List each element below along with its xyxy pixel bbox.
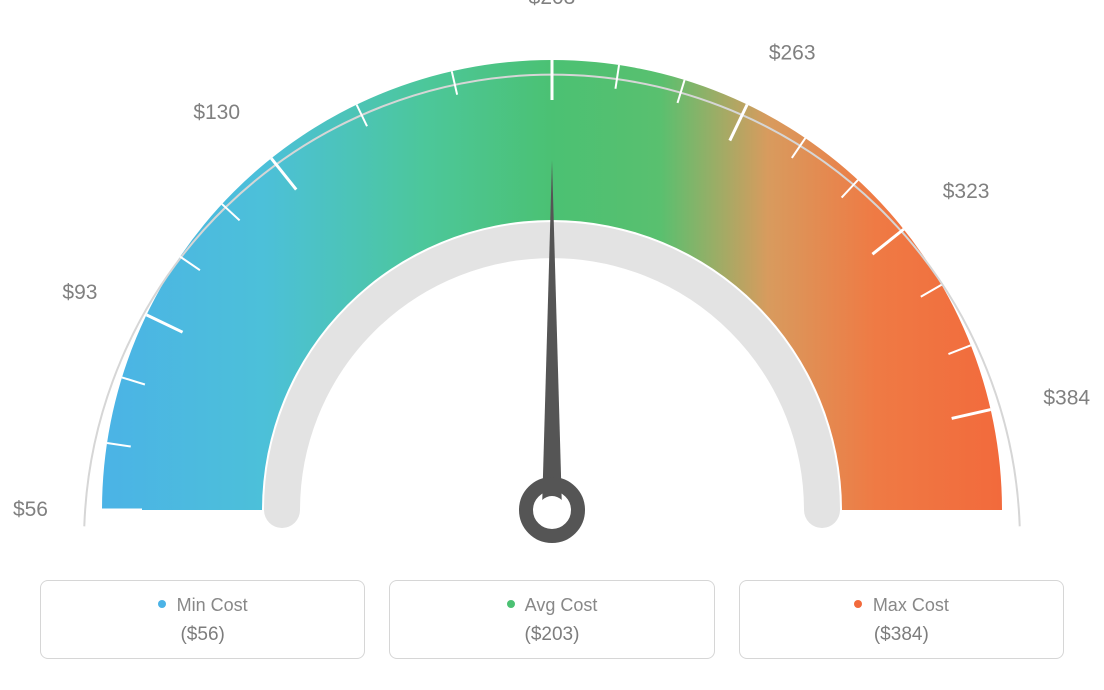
legend: Min Cost ($56) Avg Cost ($203) Max Cost …: [0, 580, 1104, 659]
legend-box-min: Min Cost ($56): [40, 580, 365, 659]
legend-title-avg: Avg Cost: [390, 595, 713, 616]
svg-text:$93: $93: [62, 281, 97, 304]
svg-text:$56: $56: [13, 498, 48, 521]
legend-label-max: Max Cost: [873, 595, 949, 615]
legend-value-avg: ($203): [390, 624, 713, 646]
svg-text:$263: $263: [769, 41, 816, 64]
gauge-svg: $56 $93 $130 $203 $263 $323 $384: [0, 0, 1104, 560]
legend-box-avg: Avg Cost ($203): [389, 580, 714, 659]
svg-text:$203: $203: [529, 0, 576, 9]
legend-dot-max: [854, 600, 862, 608]
legend-label-avg: Avg Cost: [525, 595, 598, 615]
gauge-chart: $56 $93 $130 $203 $263 $323 $384: [0, 0, 1104, 560]
legend-value-min: ($56): [41, 624, 364, 646]
legend-title-min: Min Cost: [41, 595, 364, 616]
svg-text:$130: $130: [193, 101, 240, 124]
svg-text:$323: $323: [943, 180, 990, 203]
svg-text:$384: $384: [1043, 386, 1090, 409]
legend-title-max: Max Cost: [740, 595, 1063, 616]
legend-label-min: Min Cost: [177, 595, 248, 615]
legend-value-max: ($384): [740, 624, 1063, 646]
legend-dot-min: [158, 600, 166, 608]
legend-dot-avg: [507, 600, 515, 608]
legend-box-max: Max Cost ($384): [739, 580, 1064, 659]
